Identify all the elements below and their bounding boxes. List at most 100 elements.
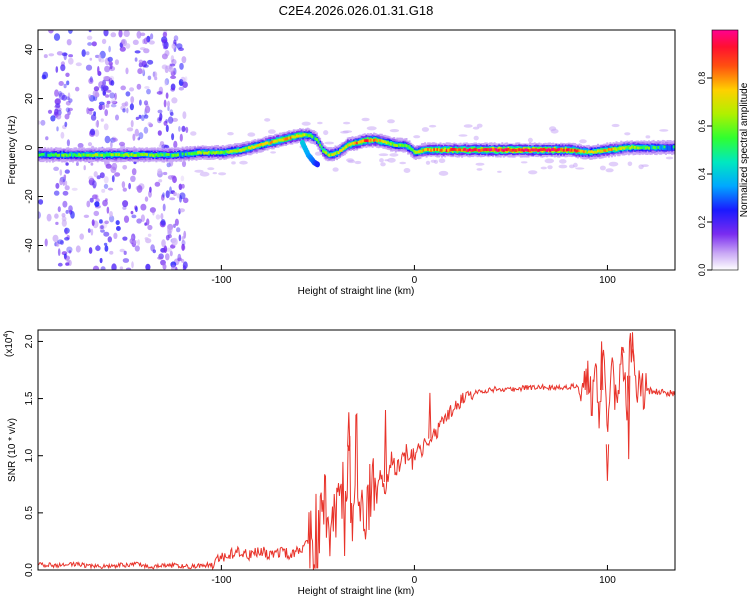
ridge-cell bbox=[672, 145, 675, 149]
ridge-cell bbox=[348, 143, 351, 147]
halo-blob bbox=[218, 172, 227, 176]
noise-blob bbox=[171, 43, 176, 49]
ridge-cell bbox=[39, 153, 42, 157]
noise-blob bbox=[130, 96, 135, 104]
y-tick-label: -40 bbox=[24, 238, 35, 253]
noise-blob bbox=[62, 200, 68, 208]
ridge-cell bbox=[206, 151, 209, 155]
ridge-cell bbox=[467, 149, 470, 152]
noise-blob bbox=[180, 76, 186, 83]
noise-blob bbox=[44, 238, 48, 247]
noise-blob bbox=[57, 206, 61, 213]
halo-blob bbox=[475, 162, 485, 166]
ridge-cell bbox=[643, 145, 646, 149]
noise-blob bbox=[40, 119, 46, 126]
ridge-cell bbox=[192, 152, 195, 155]
noise-blob bbox=[88, 110, 93, 115]
ridge-cell bbox=[129, 153, 132, 157]
spectrogram-panel: -100 0 100 -40 -20 0 20 40 Height of straight l… bbox=[7, 29, 676, 297]
noise-blob bbox=[95, 120, 99, 128]
noise-blob bbox=[109, 75, 115, 82]
noise-blob bbox=[107, 56, 113, 63]
ridge-cell bbox=[356, 141, 359, 145]
ridge-cell bbox=[234, 149, 237, 153]
ridge-cell bbox=[393, 143, 396, 147]
ridge-cell bbox=[343, 146, 346, 150]
noise-blob bbox=[70, 211, 75, 219]
noise-blob bbox=[132, 39, 139, 45]
noise-blob bbox=[114, 172, 121, 177]
noise-blob bbox=[137, 137, 141, 141]
noise-blob bbox=[86, 35, 93, 40]
ridge-cell bbox=[663, 145, 666, 149]
ridge-cell bbox=[416, 150, 419, 154]
ridge-cell bbox=[72, 153, 74, 157]
ridge-cell bbox=[104, 153, 107, 157]
noise-blob bbox=[136, 83, 142, 90]
ridge-cell bbox=[67, 154, 70, 157]
ridge-cell bbox=[631, 145, 633, 149]
noise-blob bbox=[176, 227, 181, 233]
noise-blob bbox=[162, 31, 168, 38]
ridge-cell bbox=[487, 148, 490, 151]
ridge-cell bbox=[479, 149, 482, 152]
noise-blob bbox=[98, 101, 105, 106]
ridge-cell bbox=[345, 145, 348, 148]
x-tick-label: 0 bbox=[412, 575, 418, 586]
noise-blob bbox=[158, 144, 162, 148]
noise-blob bbox=[176, 43, 183, 49]
noise-blob bbox=[121, 181, 126, 189]
ridge-cell bbox=[82, 153, 85, 157]
ridge-cell bbox=[237, 149, 240, 153]
noise-blob bbox=[171, 264, 176, 270]
noise-blob bbox=[147, 59, 154, 65]
ridge-cell bbox=[99, 153, 102, 157]
ridge-cell bbox=[376, 139, 379, 143]
ridge-cell bbox=[200, 151, 203, 155]
noise-blob bbox=[174, 218, 179, 226]
ridge-cell bbox=[436, 148, 439, 151]
halo-blob bbox=[547, 165, 553, 170]
noise-blob bbox=[110, 32, 117, 38]
noise-blob bbox=[146, 88, 151, 95]
noise-blob bbox=[89, 76, 93, 83]
ridge-cell bbox=[246, 146, 249, 150]
halo-blob bbox=[323, 130, 329, 136]
noise-blob bbox=[182, 111, 187, 119]
ridge-cell bbox=[394, 144, 397, 147]
noise-blob bbox=[83, 165, 86, 171]
noise-blob bbox=[67, 92, 71, 100]
noise-blob bbox=[164, 67, 169, 74]
ridge-cell bbox=[41, 152, 44, 156]
ridge-cell bbox=[243, 148, 246, 152]
halo-blob bbox=[378, 153, 389, 157]
ridge-cell bbox=[438, 148, 440, 152]
ridge-cell bbox=[255, 144, 258, 148]
ridge-cell bbox=[248, 146, 250, 149]
noise-blob bbox=[137, 68, 143, 75]
ridge-cell bbox=[654, 146, 657, 150]
ridge-cell bbox=[197, 151, 200, 154]
ridge-cell bbox=[183, 151, 186, 157]
noise-blob bbox=[105, 94, 110, 98]
noise-blob bbox=[135, 185, 142, 191]
ridge-cell bbox=[502, 149, 505, 153]
noise-blob bbox=[54, 89, 59, 97]
halo-blob bbox=[343, 121, 351, 125]
ridge-cell bbox=[504, 148, 507, 151]
ridge-cell bbox=[113, 153, 116, 156]
noise-blob bbox=[139, 47, 146, 51]
ridge-cell bbox=[640, 146, 643, 149]
ridge-cell bbox=[211, 151, 213, 155]
noise-blob bbox=[55, 182, 60, 189]
ridge-cell bbox=[73, 153, 76, 156]
y-tick-label: 0.0 bbox=[24, 563, 35, 577]
noise-blob bbox=[93, 111, 96, 116]
noise-blob bbox=[102, 90, 107, 96]
halo-blob bbox=[599, 165, 606, 171]
halo-blob bbox=[332, 167, 339, 172]
ridge-cell bbox=[316, 138, 318, 141]
ridge-cell bbox=[102, 153, 105, 157]
noise-blob bbox=[132, 133, 136, 141]
